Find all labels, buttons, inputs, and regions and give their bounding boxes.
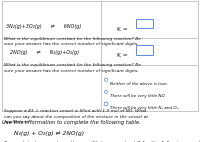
Text: K =: K = — [117, 27, 128, 32]
Text: What is the equilibrium constant for the following reaction? Be
sure your answer: What is the equilibrium constant for the… — [4, 63, 141, 73]
FancyBboxPatch shape — [136, 19, 153, 28]
Text: 2NO(g)      ⇌      N₂(g)+O₂(g): 2NO(g) ⇌ N₂(g)+O₂(g) — [10, 50, 79, 55]
Text: N₂(g) + O₂(g) ⇌ 2NO(g): N₂(g) + O₂(g) ⇌ 2NO(g) — [14, 131, 84, 136]
Text: Use this information to complete the following table.: Use this information to complete the fol… — [2, 120, 141, 125]
Text: Suppose a 43. L reaction vessel is filled with 1.0 mol of NO. What
can you say a: Suppose a 43. L reaction vessel is fille… — [4, 109, 148, 124]
Ellipse shape — [104, 102, 108, 106]
Ellipse shape — [105, 103, 107, 105]
Text: Neither of the above is true.: Neither of the above is true. — [110, 82, 168, 86]
Text: What is the equilibrium constant for the following reaction? Be
sure your answer: What is the equilibrium constant for the… — [4, 37, 141, 46]
Text: There will be very little NO.: There will be very little NO. — [110, 94, 166, 98]
Text: There will be very little N₂ and O₂.: There will be very little N₂ and O₂. — [110, 106, 180, 110]
Text: At a certain temperature, the equilibrium constant K for the following reaction : At a certain temperature, the equilibriu… — [2, 141, 200, 142]
Text: K =: K = — [117, 53, 128, 58]
Text: 3N₂(g)+3O₂(g)      ⇌      6NO(g): 3N₂(g)+3O₂(g) ⇌ 6NO(g) — [6, 24, 81, 29]
FancyBboxPatch shape — [136, 45, 153, 55]
